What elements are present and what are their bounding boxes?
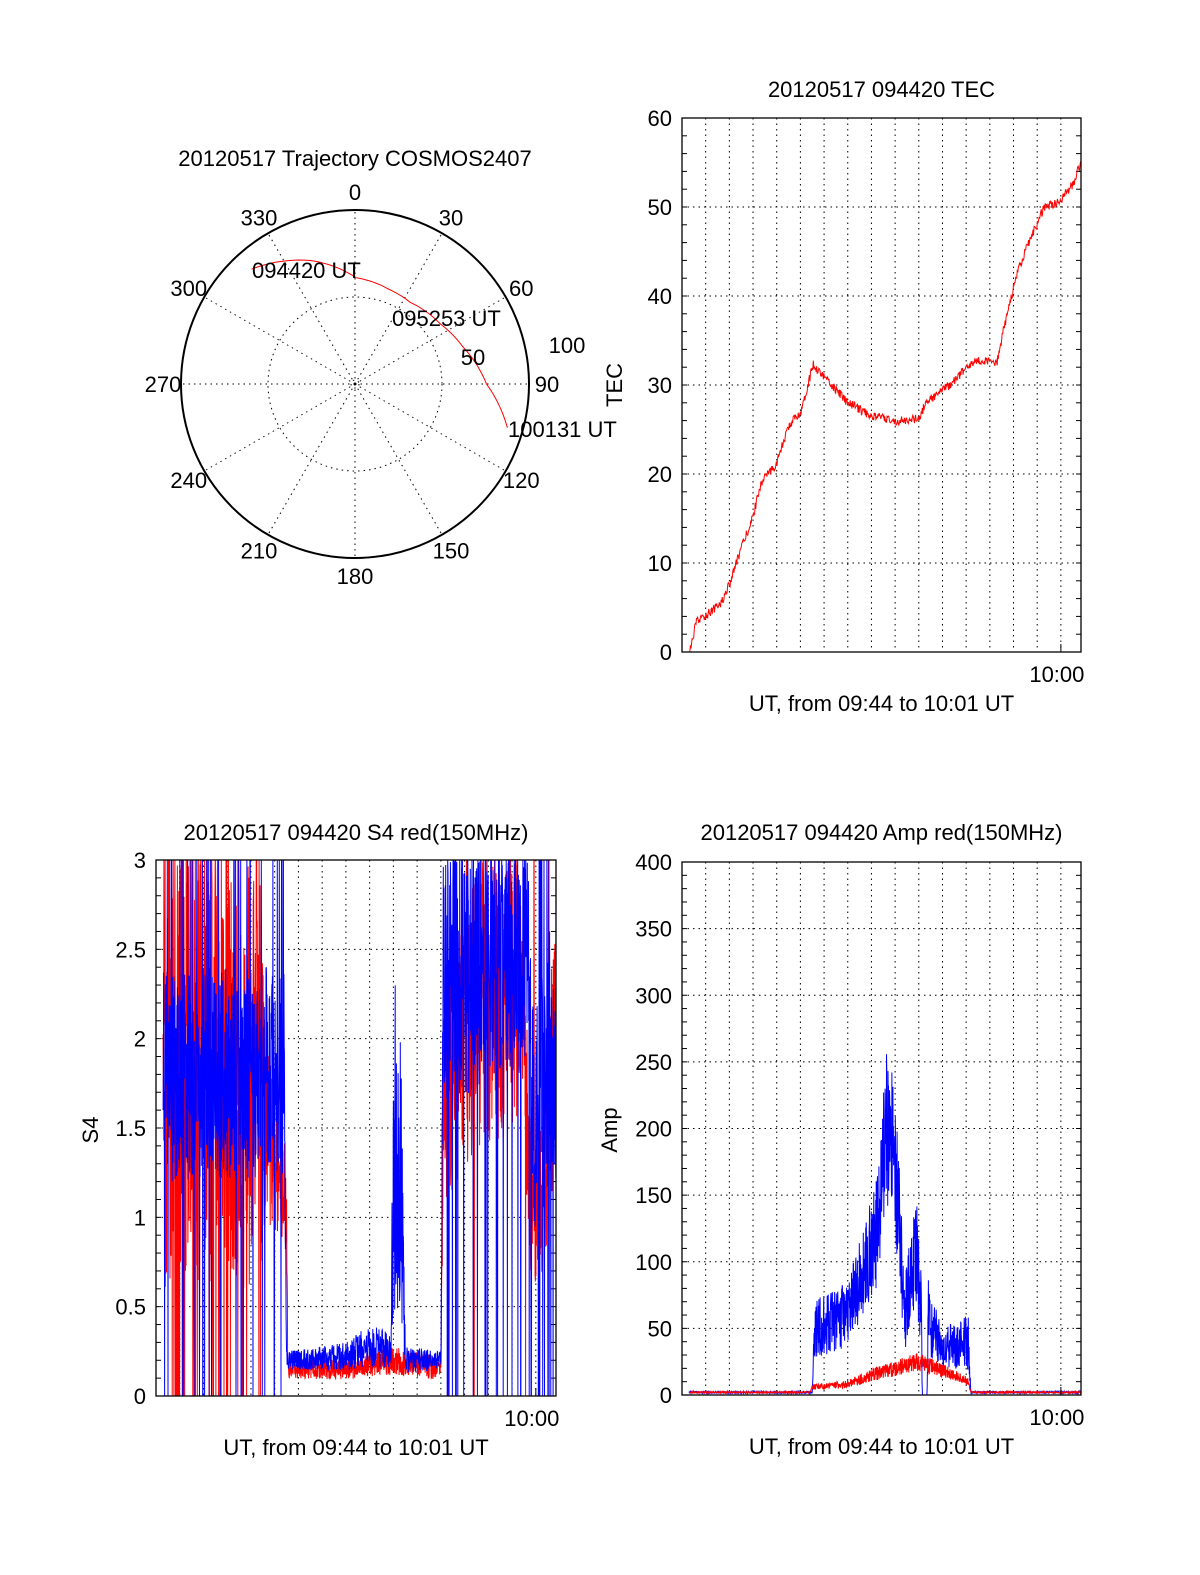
azimuth-spoke [354, 383, 443, 535]
y-tick-label: 2.5 [115, 937, 146, 962]
x-tick-label: 10:00 [504, 1406, 559, 1431]
y-tick-label: 250 [635, 1050, 672, 1075]
inner-range-ring [267, 296, 443, 472]
azimuth-label: 180 [337, 564, 374, 589]
azimuth-label: 120 [503, 468, 540, 493]
y-tick-label: 300 [635, 983, 672, 1008]
azimuth-label: 240 [170, 468, 207, 493]
radial-label: 100 [549, 333, 586, 358]
y-tick-label: 1 [134, 1205, 146, 1230]
amp-series-blue [688, 1054, 1082, 1396]
y-tick-label: 400 [635, 850, 672, 875]
azimuth-spoke [354, 296, 506, 385]
y-tick-label: 0 [134, 1384, 146, 1409]
azimuth-label: 30 [439, 206, 463, 231]
amp-plot-frame [681, 861, 1082, 1396]
y-tick-label: 50 [648, 195, 672, 220]
y-tick-label: 0 [660, 640, 672, 665]
horizon-circle [180, 209, 530, 559]
azimuth-spoke [354, 383, 506, 472]
azimuth-spoke [204, 383, 356, 472]
tec-chart [681, 117, 1082, 653]
trajectory-polar-plot [180, 209, 530, 559]
amp-series-red [688, 1353, 1082, 1395]
azimuth-spoke [204, 296, 356, 385]
y-tick-label: 60 [648, 106, 672, 131]
tec-x-axis-label: UT, from 09:44 to 10:01 UT [749, 691, 1014, 716]
amp-y-axis-label: Amp [597, 1107, 622, 1152]
azimuth-label: 60 [509, 276, 533, 301]
tec-y-axis-label: TEC [602, 363, 627, 407]
tec-plot-frame [681, 117, 1082, 653]
x-tick-label: 10:00 [1029, 1405, 1084, 1430]
azimuth-label: 90 [535, 372, 559, 397]
y-tick-label: 40 [648, 284, 672, 309]
azimuth-label: 210 [241, 538, 278, 563]
y-tick-label: 200 [635, 1117, 672, 1142]
azimuth-label: 270 [145, 372, 182, 397]
azimuth-label: 150 [433, 538, 470, 563]
y-tick-label: 20 [648, 462, 672, 487]
y-tick-label: 2 [134, 1027, 146, 1052]
y-tick-label: 30 [648, 373, 672, 398]
s4-y-axis-label: S4 [78, 1117, 103, 1144]
amp-chart [681, 861, 1082, 1396]
s4-plot-frame [155, 859, 557, 1397]
azimuth-spoke [267, 233, 356, 385]
y-tick-label: 150 [635, 1183, 672, 1208]
azimuth-label: 0 [349, 180, 361, 205]
trajectory-end-time: 100131 UT [508, 417, 617, 442]
tec-series-red [689, 160, 1082, 653]
x-tick-label: 10:00 [1029, 662, 1084, 687]
s4-series-blue [162, 859, 557, 1397]
azimuth-label: 330 [241, 206, 278, 231]
y-tick-label: 50 [648, 1316, 672, 1341]
s4-x-axis-label: UT, from 09:44 to 10:01 UT [223, 1435, 488, 1460]
polar-title: 20120517 Trajectory COSMOS2407 [178, 146, 531, 171]
azimuth-label: 300 [170, 276, 207, 301]
trajectory-mid-time: 095253 UT [392, 306, 501, 331]
center-ring [350, 379, 360, 389]
y-tick-label: 0 [660, 1383, 672, 1408]
y-tick-label: 3 [134, 848, 146, 873]
amp-title: 20120517 094420 Amp red(150MHz) [700, 820, 1062, 845]
azimuth-spoke [354, 233, 443, 385]
s4-chart [155, 859, 557, 1397]
y-tick-label: 0.5 [115, 1295, 146, 1320]
y-tick-label: 10 [648, 551, 672, 576]
s4-title: 20120517 094420 S4 red(150MHz) [184, 820, 529, 845]
radial-label: 50 [461, 345, 485, 370]
amp-x-axis-label: UT, from 09:44 to 10:01 UT [749, 1434, 1014, 1459]
y-tick-label: 1.5 [115, 1116, 146, 1141]
y-tick-label: 100 [635, 1250, 672, 1275]
azimuth-spoke [267, 383, 356, 535]
tec-title: 20120517 094420 TEC [768, 77, 995, 102]
satellite-trajectory [251, 259, 508, 428]
y-tick-label: 350 [635, 917, 672, 942]
trajectory-start-time: 094420 UT [252, 258, 361, 283]
